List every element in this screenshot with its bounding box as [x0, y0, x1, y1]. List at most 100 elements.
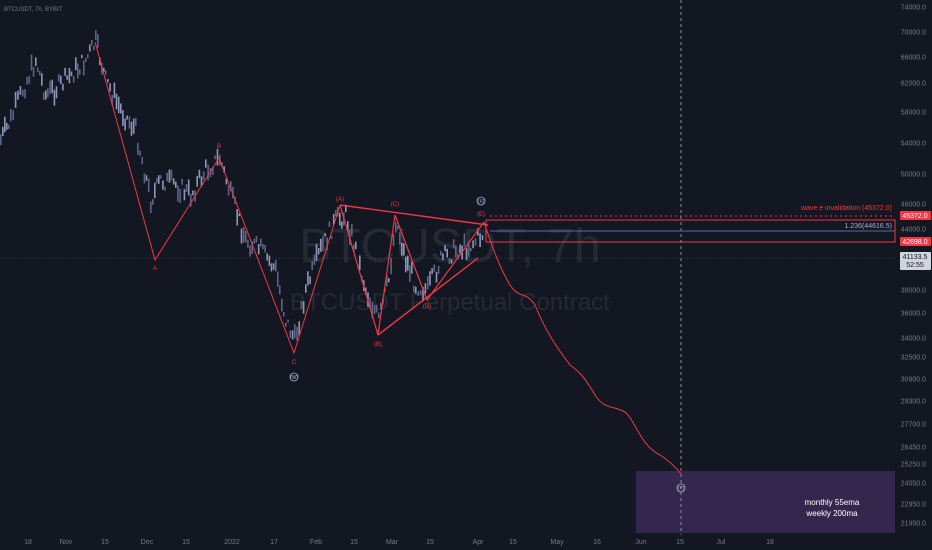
candle — [87, 54, 89, 59]
candle — [277, 271, 279, 287]
candle — [467, 240, 470, 257]
candle — [24, 89, 26, 99]
candle — [415, 286, 417, 294]
price-tag-last[interactable]: 41133.5 52:55 — [900, 252, 931, 270]
candle — [12, 110, 14, 120]
target-zone-box[interactable] — [636, 471, 895, 533]
candle — [89, 44, 91, 52]
candle — [386, 275, 388, 287]
candle — [335, 209, 337, 217]
wave-wxy-lines[interactable] — [94, 41, 341, 355]
x-tick-label: 2022 — [224, 539, 240, 546]
candle — [330, 235, 333, 240]
candles-layer — [0, 30, 484, 341]
candle — [275, 259, 277, 272]
candle — [172, 178, 175, 185]
candle — [390, 257, 392, 275]
candle — [135, 117, 137, 126]
candle — [481, 235, 484, 241]
candle — [317, 248, 320, 255]
candle — [347, 221, 349, 233]
x-tick-label: 16 — [593, 539, 601, 546]
candle — [230, 181, 232, 191]
candle — [324, 233, 326, 237]
candle — [19, 86, 22, 95]
candle — [126, 115, 128, 120]
candle — [49, 80, 51, 95]
y-tick-label: 27700.0 — [901, 422, 926, 429]
candle — [255, 235, 258, 243]
wave-circle-X — [476, 196, 486, 206]
candle — [57, 74, 60, 82]
candle — [6, 122, 8, 130]
x-tick-label: Jun — [635, 539, 646, 546]
candle — [62, 83, 64, 91]
candle — [353, 244, 355, 253]
candle — [302, 301, 305, 314]
candle — [433, 264, 436, 272]
price-axis[interactable] — [895, 0, 932, 550]
candle — [429, 271, 431, 286]
candle — [124, 118, 126, 131]
candle — [111, 95, 113, 106]
wave-circle-Y — [676, 483, 686, 493]
target-zone-text-2: weekly 200ma — [805, 509, 858, 518]
x-tick-label: 15 — [350, 539, 358, 546]
candle — [181, 178, 183, 185]
triangle-lower-line[interactable] — [377, 257, 479, 336]
candle — [424, 283, 427, 294]
candle — [315, 244, 318, 261]
candle — [117, 96, 120, 114]
candle — [70, 71, 73, 77]
candle — [130, 121, 133, 136]
candle — [113, 82, 116, 99]
resistance-box[interactable] — [485, 219, 896, 243]
candle — [66, 75, 68, 80]
candle — [160, 175, 162, 179]
candle — [427, 276, 429, 290]
candle — [289, 330, 292, 338]
candle — [401, 242, 403, 256]
candle — [158, 175, 160, 184]
candle — [373, 304, 376, 315]
price-tag-invalidation[interactable]: 45372.0 — [900, 211, 931, 220]
candle — [411, 261, 413, 274]
candle — [2, 126, 4, 136]
candle — [479, 233, 481, 247]
x-tick-label: 15 — [426, 539, 434, 546]
candle — [156, 177, 158, 184]
candle — [388, 278, 390, 283]
candle — [175, 181, 177, 188]
candle — [32, 67, 35, 77]
wave-triangle-lines[interactable] — [339, 204, 485, 336]
candle — [341, 221, 343, 229]
candle — [232, 186, 234, 199]
y-tick-label: 24050.0 — [901, 481, 926, 488]
candle — [105, 70, 107, 75]
svg-text:45372.0: 45372.0 — [902, 213, 927, 220]
candle — [242, 226, 245, 243]
candle — [209, 168, 212, 178]
candle — [39, 71, 41, 76]
time-axis[interactable] — [0, 535, 932, 550]
candle — [240, 228, 243, 244]
candle — [51, 79, 53, 94]
candle — [403, 243, 405, 256]
price-tag-resistance[interactable]: 42698.0 — [900, 237, 931, 246]
candle — [452, 239, 455, 249]
x-tick-label: Mar — [386, 539, 399, 546]
projection-path[interactable] — [483, 221, 682, 475]
candle — [407, 255, 409, 271]
candle — [0, 134, 2, 146]
y-tick-label: 25250.0 — [901, 462, 926, 469]
svg-text:42698.0: 42698.0 — [902, 239, 927, 246]
candle — [322, 236, 324, 252]
candle — [212, 167, 214, 175]
y-axis-labels: 74000.0 70000.0 66000.0 62000.0 58000.0 54000… — [901, 5, 926, 528]
candle — [223, 166, 225, 173]
y-tick-label: 66000.0 — [901, 55, 926, 62]
x-tick-label: 17 — [270, 539, 278, 546]
triangle-upper-line[interactable] — [339, 204, 489, 226]
y-tick-label: 58000.0 — [901, 110, 926, 117]
